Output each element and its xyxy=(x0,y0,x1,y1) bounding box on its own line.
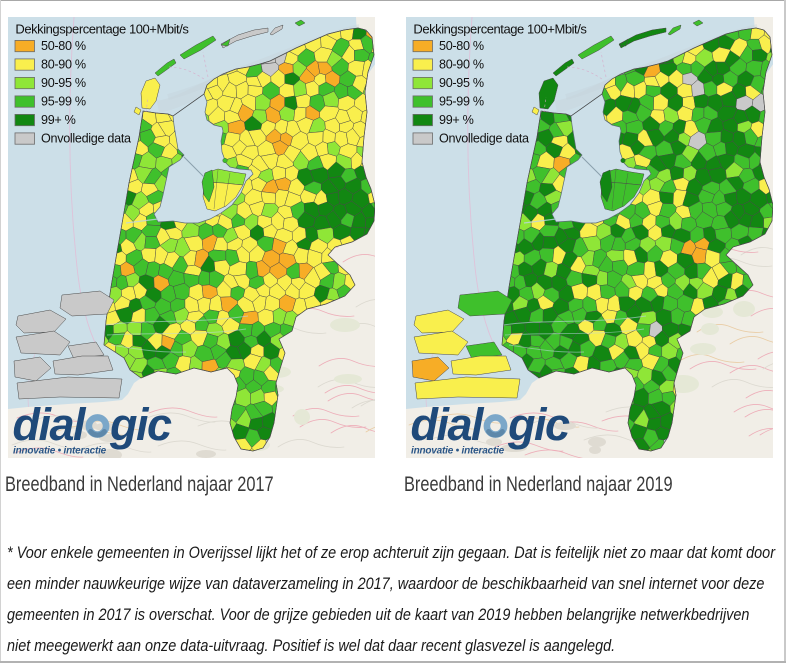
svg-text:innovatie • interactie: innovatie • interactie xyxy=(13,446,107,457)
svg-text:dial: dial xyxy=(13,399,88,450)
svg-text:90-95 %: 90-95 % xyxy=(439,76,484,90)
svg-text:gic: gic xyxy=(109,399,172,450)
svg-text:Onvolledige data: Onvolledige data xyxy=(439,132,529,146)
svg-text:dial: dial xyxy=(411,399,486,450)
svg-text:99+ %: 99+ % xyxy=(41,113,76,127)
svg-text:80-90 %: 80-90 % xyxy=(41,58,86,72)
svg-text:90-95 %: 90-95 % xyxy=(41,76,86,90)
svg-text:50-80 %: 50-80 % xyxy=(439,39,484,53)
svg-text:50-80 %: 50-80 % xyxy=(41,39,86,53)
svg-text:innovatie • interactie: innovatie • interactie xyxy=(411,446,505,457)
svg-text:Dekkingspercentage 100+Mbit/s: Dekkingspercentage 100+Mbit/s xyxy=(413,22,587,37)
svg-text:Dekkingspercentage 100+Mbit/s: Dekkingspercentage 100+Mbit/s xyxy=(15,22,189,37)
svg-text:80-90 %: 80-90 % xyxy=(439,58,484,72)
svg-text:95-99 %: 95-99 % xyxy=(439,95,484,109)
svg-text:95-99 %: 95-99 % xyxy=(41,95,86,109)
svg-text:gic: gic xyxy=(507,399,570,450)
svg-text:99+ %: 99+ % xyxy=(439,113,474,127)
svg-text:Onvolledige data: Onvolledige data xyxy=(41,132,131,146)
